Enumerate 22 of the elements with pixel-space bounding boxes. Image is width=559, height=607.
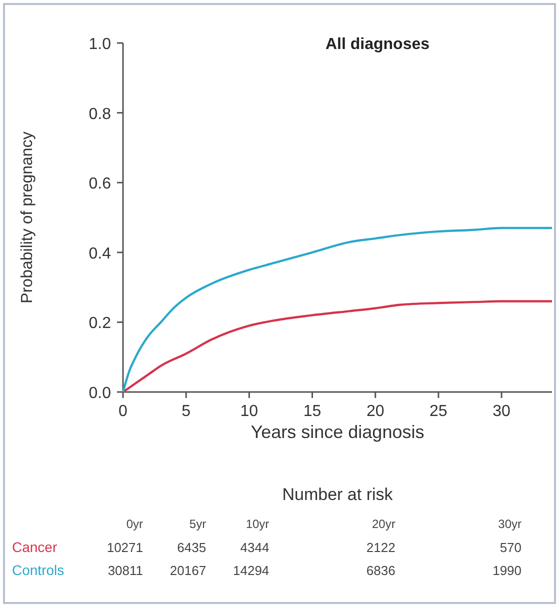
x-tick-label: 0 — [118, 403, 128, 420]
text: Number at risk — [282, 485, 394, 504]
chart-title: All diagnoses — [325, 36, 430, 53]
x-tick-label: 30 — [492, 403, 511, 420]
y-tick-label: 0.6 — [88, 176, 112, 193]
text: 30811 20167 14294 6836 1990 — [108, 563, 522, 578]
x-tick-label: 10 — [240, 403, 258, 420]
x-tick-label: 25 — [430, 403, 448, 420]
y-tick-label: 1.0 — [88, 36, 112, 53]
x-axis-title: Years since diagnosis — [250, 422, 424, 442]
x-tick-label: 20 — [366, 403, 384, 420]
x-tick-label: 5 — [182, 403, 191, 420]
text: 0yr 5yr 10yr 20yr 30yr — [126, 517, 522, 531]
text: 10271 6435 4344 2122 570 — [106, 540, 522, 555]
y-tick-label: 0.4 — [88, 245, 112, 262]
text: Cancer — [12, 539, 58, 555]
y-tick-label: 0.8 — [88, 106, 112, 123]
x-tick-label: 15 — [303, 403, 322, 420]
y-tick-label: 0.0 — [88, 385, 112, 402]
y-axis-title: Probability of pregnancy — [19, 132, 36, 304]
y-tick-label: 0.2 — [88, 315, 112, 332]
text: Controls — [12, 562, 64, 578]
